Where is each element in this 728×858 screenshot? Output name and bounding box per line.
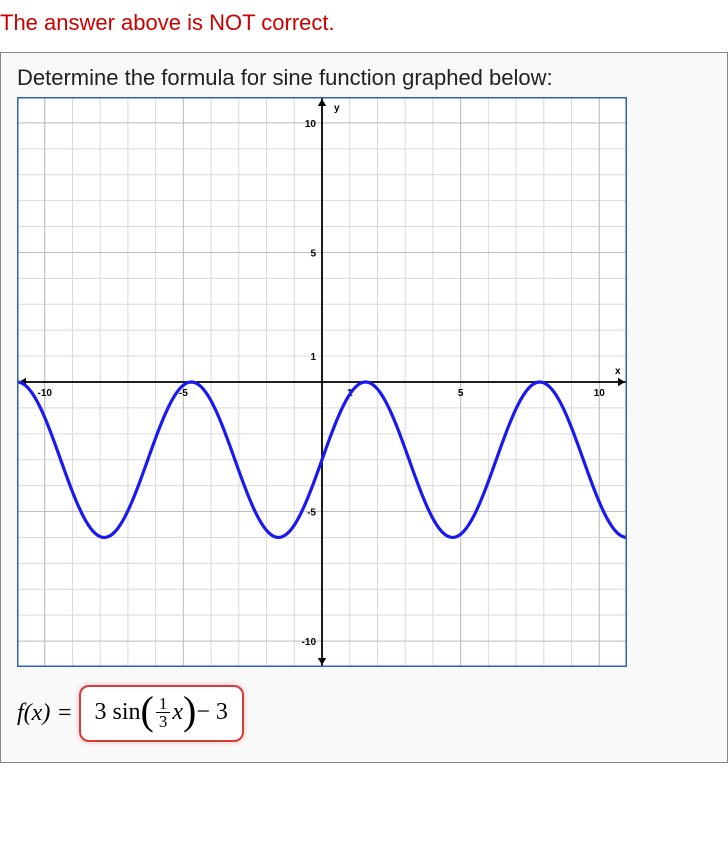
problem-prompt: Determine the formula for sine function … (17, 65, 711, 91)
answer-tail: − 3 (196, 699, 228, 726)
svg-text:-10: -10 (38, 388, 53, 399)
svg-text:1: 1 (310, 352, 316, 363)
fraction-num: 1 (156, 695, 171, 713)
incorrect-banner: The answer above is NOT correct. (0, 0, 728, 44)
answer-row: f(x) = 3 sin ( 1 3 x ) − 3 (17, 685, 711, 742)
graph-area: -10-51510-10-51510yx (17, 97, 711, 667)
answer-func: sin (113, 699, 141, 726)
svg-text:-10: -10 (302, 637, 317, 648)
svg-text:5: 5 (458, 388, 464, 399)
answer-coeff: 3 (95, 699, 107, 726)
answer-input-box[interactable]: 3 sin ( 1 3 x ) − 3 (79, 685, 244, 742)
svg-text:-5: -5 (307, 508, 316, 519)
answer-var: x (172, 699, 183, 726)
svg-text:y: y (334, 103, 340, 114)
svg-text:5: 5 (310, 248, 316, 259)
answer-expression: 3 sin ( 1 3 x ) − 3 (95, 695, 228, 730)
svg-text:10: 10 (305, 119, 317, 130)
answer-lhs: f(x) = (17, 700, 79, 727)
problem-container: Determine the formula for sine function … (0, 52, 728, 763)
svg-text:x: x (615, 366, 621, 377)
answer-fraction: 1 3 (156, 695, 171, 730)
sine-graph: -10-51510-10-51510yx (17, 97, 627, 667)
svg-text:10: 10 (594, 388, 606, 399)
fraction-den: 3 (156, 713, 171, 730)
